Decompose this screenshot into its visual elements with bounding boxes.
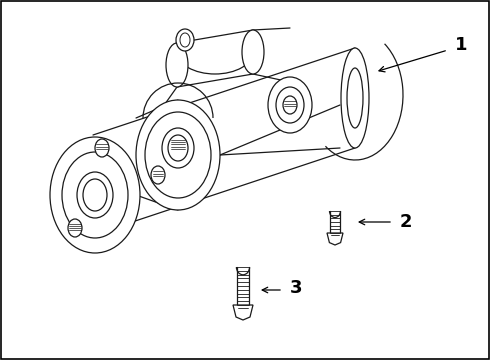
Ellipse shape: [83, 179, 107, 211]
Ellipse shape: [341, 48, 369, 148]
Ellipse shape: [68, 219, 82, 237]
Ellipse shape: [151, 166, 165, 184]
Ellipse shape: [168, 135, 188, 161]
Ellipse shape: [77, 172, 113, 218]
Ellipse shape: [283, 96, 297, 114]
Ellipse shape: [50, 137, 140, 253]
Ellipse shape: [176, 29, 194, 51]
Ellipse shape: [145, 112, 211, 198]
Polygon shape: [233, 305, 253, 320]
Ellipse shape: [162, 128, 194, 168]
Polygon shape: [307, 30, 408, 160]
Polygon shape: [327, 233, 343, 245]
Text: 1: 1: [455, 36, 467, 54]
Ellipse shape: [242, 30, 264, 74]
Ellipse shape: [62, 152, 128, 238]
Text: 2: 2: [400, 213, 413, 231]
Ellipse shape: [276, 87, 304, 123]
Ellipse shape: [95, 139, 109, 157]
Ellipse shape: [166, 43, 188, 87]
Ellipse shape: [347, 68, 363, 128]
Text: 3: 3: [290, 279, 302, 297]
Ellipse shape: [268, 77, 312, 133]
Ellipse shape: [136, 100, 220, 210]
